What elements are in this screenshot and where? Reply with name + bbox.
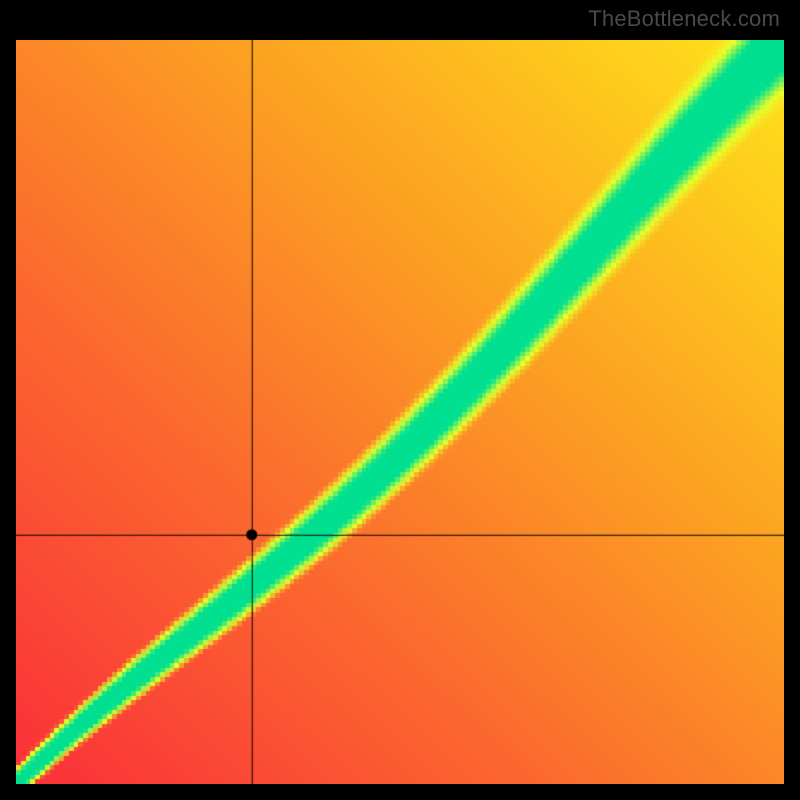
bottleneck-heatmap	[16, 40, 784, 784]
watermark-text: TheBottleneck.com	[588, 6, 780, 32]
